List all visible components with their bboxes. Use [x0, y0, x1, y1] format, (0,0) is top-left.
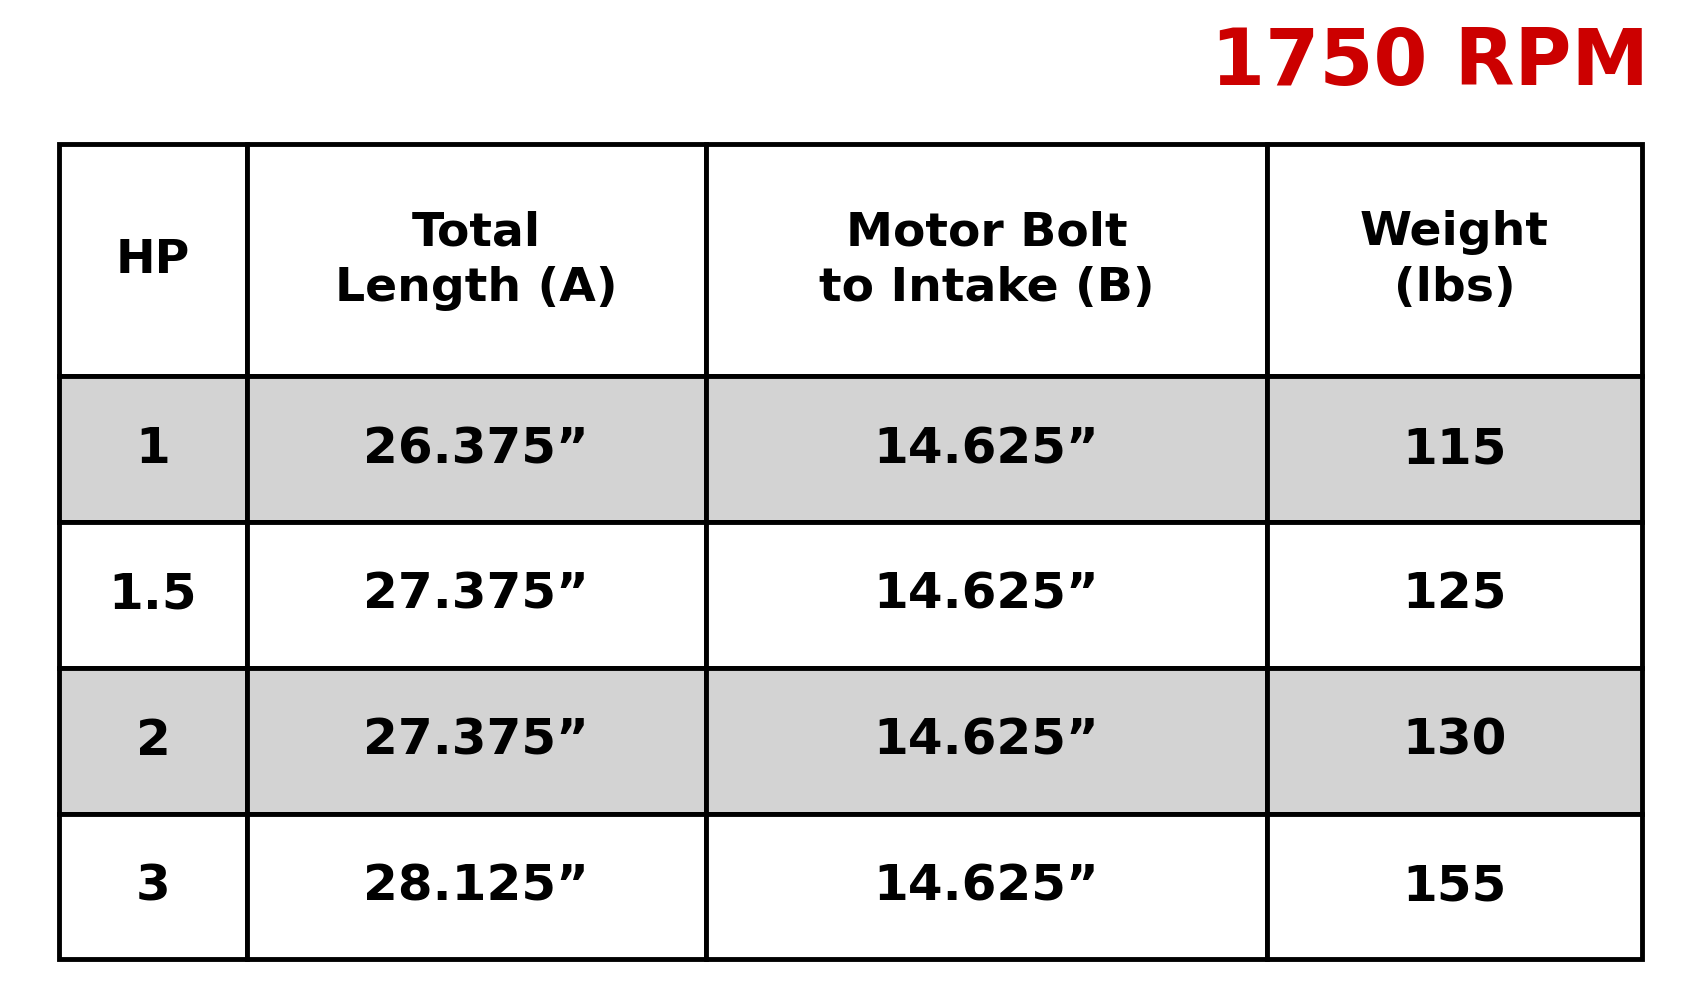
Text: 26.375”: 26.375” [363, 425, 589, 473]
Text: 27.375”: 27.375” [363, 571, 589, 619]
Text: 130: 130 [1403, 717, 1506, 764]
Text: Total
Length (A): Total Length (A) [336, 210, 617, 310]
Text: 2: 2 [136, 717, 170, 764]
Text: 155: 155 [1403, 863, 1506, 911]
Text: 1.5: 1.5 [109, 571, 197, 619]
Text: 125: 125 [1403, 571, 1506, 619]
Text: 14.625”: 14.625” [873, 717, 1099, 764]
Text: 27.375”: 27.375” [363, 717, 589, 764]
Text: 28.125”: 28.125” [363, 863, 589, 911]
Text: 1750 RPM: 1750 RPM [1211, 25, 1649, 100]
Text: Weight
(lbs): Weight (lbs) [1360, 210, 1548, 310]
Text: HP: HP [115, 238, 190, 282]
Text: 14.625”: 14.625” [873, 571, 1099, 619]
Text: 115: 115 [1403, 425, 1506, 473]
Text: 1: 1 [136, 425, 170, 473]
Text: 14.625”: 14.625” [873, 425, 1099, 473]
Text: 3: 3 [136, 863, 170, 911]
Text: 14.625”: 14.625” [873, 863, 1099, 911]
Text: Motor Bolt
to Intake (B): Motor Bolt to Intake (B) [819, 210, 1155, 310]
